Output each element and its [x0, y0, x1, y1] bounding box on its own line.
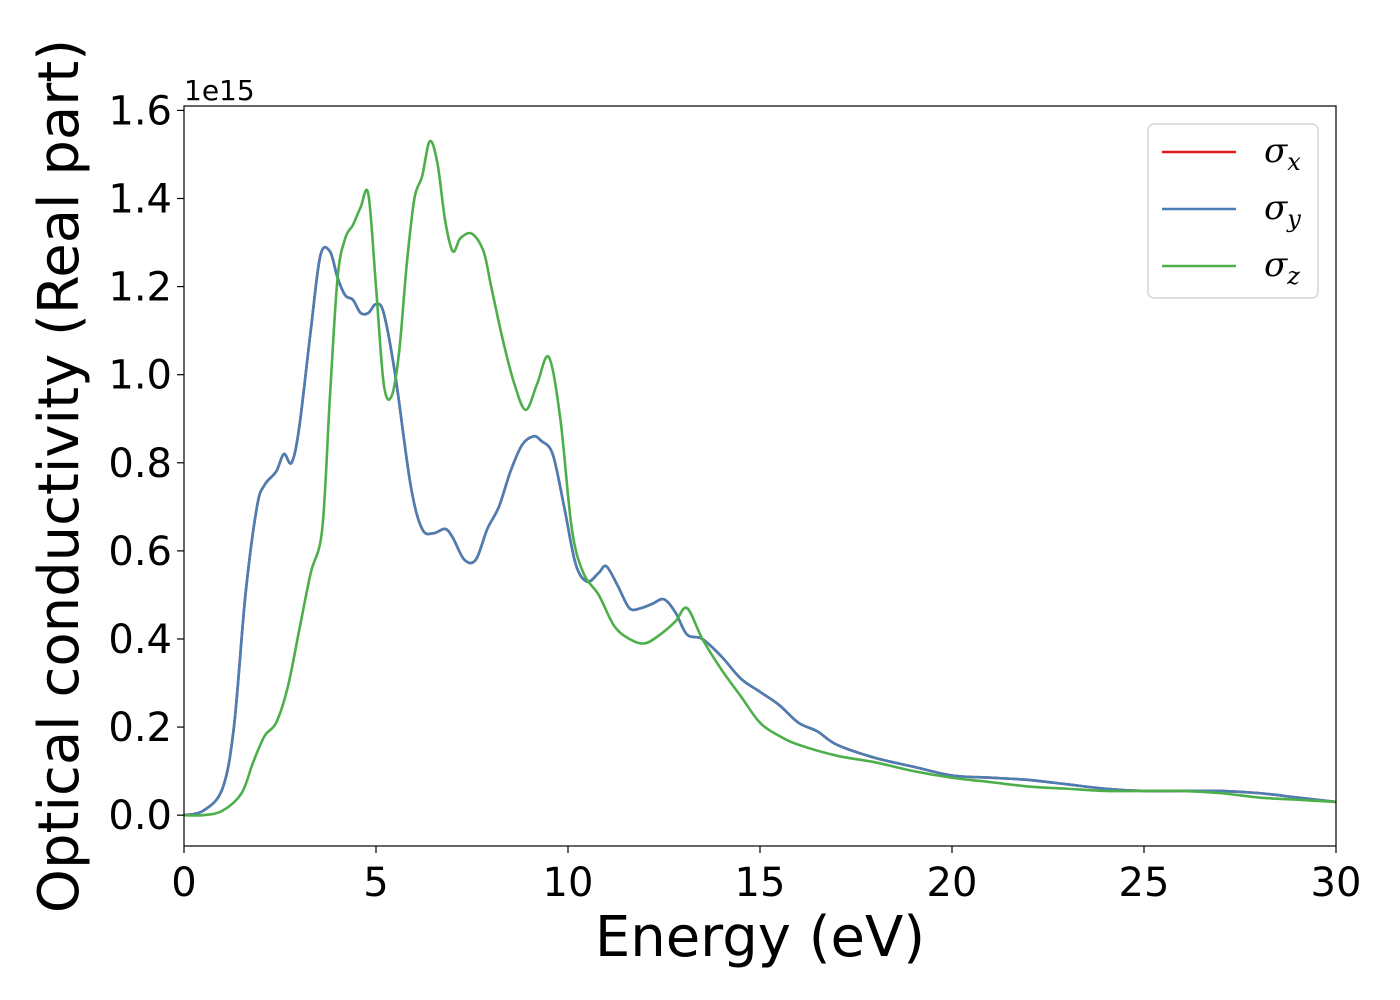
series-line-sigma-z — [183, 139, 1337, 817]
x-axis-ticks: 0 5 10 15 20 25 30 — [171, 846, 1361, 906]
series-layer — [183, 139, 1337, 817]
y-axis-title: Optical conductivity (Real part) — [27, 39, 92, 913]
series-line-sigma-y — [183, 245, 1337, 817]
y-tick-label: 1.4 — [108, 177, 172, 223]
legend-label-symbol: σ — [1264, 188, 1288, 228]
legend-label-symbol: σ — [1264, 245, 1288, 285]
y-tick-label: 0.0 — [108, 793, 172, 839]
y-tick-label: 1.6 — [108, 88, 172, 134]
y-tick-label: 0.2 — [108, 705, 172, 751]
x-tick-label: 15 — [735, 860, 786, 906]
legend-label-subscript: z — [1286, 262, 1300, 290]
y-tick-label: 0.8 — [108, 441, 172, 487]
legend-box — [1147, 123, 1319, 299]
legend-label-symbol: σ — [1264, 131, 1288, 171]
y-offset-label: 1e15 — [184, 74, 255, 107]
y-tick-label: 0.6 — [108, 529, 172, 575]
y-tick-label: 0.4 — [108, 617, 172, 663]
legend-label-subscript: x — [1287, 148, 1301, 176]
x-tick-label: 0 — [171, 860, 196, 906]
x-axis-title: Energy (eV) — [595, 905, 925, 970]
y-axis-ticks: 0.0 0.2 0.4 0.6 0.8 1.0 1.2 1.4 1.6 — [108, 88, 184, 839]
legend-label-sigma-z: σz — [1264, 245, 1300, 290]
y-tick-label: 1.2 — [108, 265, 172, 311]
x-tick-label: 20 — [927, 860, 978, 906]
x-tick-label: 25 — [1119, 860, 1170, 906]
legend-label-subscript: y — [1286, 205, 1301, 233]
legend-label-sigma-x: σx — [1264, 131, 1301, 176]
x-tick-label: 30 — [1311, 860, 1362, 906]
legend-label-sigma-y: σy — [1264, 188, 1301, 233]
x-tick-label: 10 — [543, 860, 594, 906]
y-tick-label: 1.0 — [108, 353, 172, 399]
x-tick-label: 5 — [363, 860, 388, 906]
